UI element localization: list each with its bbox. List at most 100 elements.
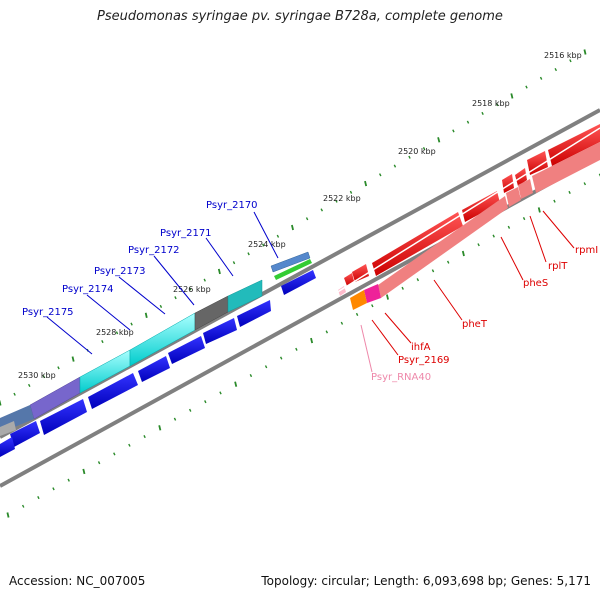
scale-tick <box>249 373 253 378</box>
scale-tick <box>115 331 119 335</box>
scale-tick <box>264 365 268 369</box>
scale-tick <box>554 67 558 72</box>
feature-phet <box>378 196 508 298</box>
gene-label-psyr-2172: Psyr_2172 <box>128 245 180 256</box>
backbone-upper <box>0 108 600 439</box>
gene-label-phet: pheT <box>462 319 488 330</box>
reverse-label-leaders <box>371 210 575 356</box>
scale-tick <box>522 216 526 221</box>
scale-tick <box>6 512 10 518</box>
scale-tick <box>371 304 374 308</box>
scale-label: 2524 kbp <box>248 240 286 249</box>
scale-tick <box>57 366 60 370</box>
gene-arrow-phet-a <box>462 191 500 222</box>
scale-tick <box>234 381 238 387</box>
scale-tick <box>553 199 556 203</box>
scale-tick <box>174 296 177 300</box>
gene-arrow-left-b <box>0 437 15 457</box>
scale-tick <box>477 243 480 247</box>
feature-rpml <box>532 142 600 193</box>
scale-tick <box>452 129 455 133</box>
scale-tick <box>569 59 572 63</box>
scale-tick <box>67 478 70 482</box>
scale-tick <box>101 339 104 344</box>
gene-label-rpml: rpmI <box>575 245 598 256</box>
scale-tick <box>276 234 280 238</box>
lane-separator <box>319 127 600 304</box>
scale-tick <box>295 347 298 351</box>
scale-tick <box>203 278 206 282</box>
feature-psyr-2169 <box>350 290 367 310</box>
feature-phes <box>506 187 521 207</box>
gene-arrow-psyr-2172 <box>203 318 237 344</box>
scale-label: 2530 kbp <box>18 371 56 380</box>
scale-tick <box>97 461 101 465</box>
feature-ihfa <box>364 284 381 303</box>
scale-tick <box>539 76 543 80</box>
gene-arrow-psyr-2171 <box>237 300 271 327</box>
scale-tick <box>310 337 314 344</box>
gene-label-psyr-2169: Psyr_2169 <box>398 355 450 366</box>
forward-gene-arrows <box>0 270 316 457</box>
feature-light-left <box>0 421 16 436</box>
scale-tick <box>507 225 511 229</box>
forward-gene-labels: Psyr_2170 Psyr_2171 Psyr_2172 Psyr_2173 … <box>22 200 258 318</box>
scale-tick <box>466 120 470 124</box>
scale-tick <box>144 312 148 318</box>
gene-arrow-psyr-2173a <box>168 336 205 364</box>
scale-tick <box>188 287 192 291</box>
scale-tick <box>130 322 133 326</box>
gene-label-psyr-2174: Psyr_2174 <box>62 284 114 295</box>
scale-tick <box>188 408 192 412</box>
scale-tick <box>204 400 207 404</box>
gene-arrow-rpml-b <box>527 151 548 175</box>
scale-tick <box>291 224 294 231</box>
gene-arrow-left-a <box>10 421 40 447</box>
gene-arrow-psyr-2170 <box>281 270 316 295</box>
scale-tick <box>355 312 359 317</box>
scale-tick <box>335 199 338 203</box>
scale-tick <box>159 304 163 309</box>
scale-tick <box>349 190 353 194</box>
scale-tick <box>437 137 441 143</box>
feature-rplt <box>518 179 533 199</box>
accession-text: Accession: NC_007005 <box>9 574 146 588</box>
scale-tick <box>340 321 344 325</box>
scale-tick <box>461 250 465 257</box>
scale-tick <box>325 330 329 334</box>
scale-label: 2520 kbp <box>398 147 436 156</box>
scale-tick <box>71 356 75 362</box>
scale-tick <box>537 207 541 213</box>
reverse-gene-labels: rpmI rplT pheS pheT ihfA Psyr_2169 Psyr_… <box>371 245 598 383</box>
gene-arrow-psyr-2175 <box>40 399 87 435</box>
scale-tick <box>492 234 495 238</box>
scale-tick <box>568 190 571 195</box>
gene-label-ihfa: ihfA <box>411 342 431 353</box>
scale-tick <box>495 103 499 107</box>
scale-tick <box>393 164 397 168</box>
scale-tick <box>217 268 221 275</box>
scale-tick <box>583 182 587 186</box>
scale-tick <box>143 434 146 439</box>
scale-tick <box>510 93 514 99</box>
scale-label: 2516 kbp <box>544 51 582 60</box>
gene-arrow-psyr-2173b <box>138 356 170 382</box>
scale-labels: 2516 kbp 2518 kbp 2520 kbp 2522 kbp 2524… <box>18 51 582 380</box>
scale-tick <box>42 375 46 379</box>
scale-tick <box>378 173 382 177</box>
scale-tick <box>386 294 389 300</box>
scale-tick <box>13 392 16 396</box>
rna-label-leader <box>360 324 373 373</box>
forward-label-leaders <box>46 211 279 355</box>
forward-feature-track <box>0 251 312 436</box>
scale-tick <box>525 85 528 89</box>
scale-tick <box>416 278 420 282</box>
scale-tick <box>279 356 283 360</box>
scale-label: 2526 kbp <box>173 285 211 294</box>
scale-tick <box>481 111 484 116</box>
gene-label-rplt: rplT <box>548 261 568 272</box>
gene-label-psyr-rna40: Psyr_RNA40 <box>371 372 431 383</box>
scale-tick <box>82 468 86 475</box>
scale-label: 2518 kbp <box>472 99 510 108</box>
gene-label-phes: pheS <box>523 278 548 289</box>
